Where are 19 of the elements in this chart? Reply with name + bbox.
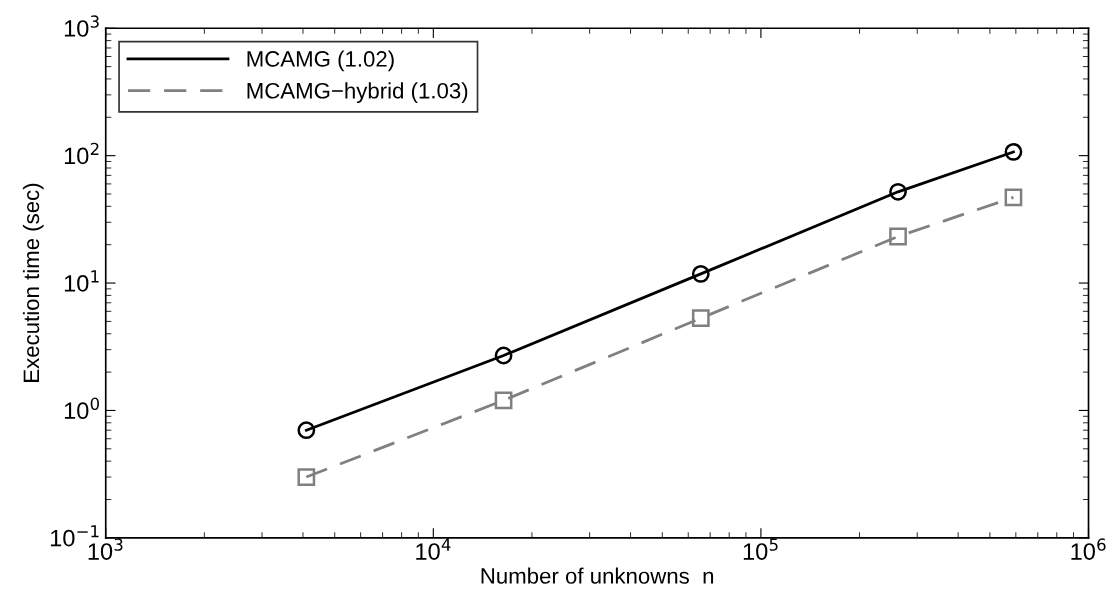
x-tick-label: 10$^{4}$	[416, 538, 451, 560]
y-tick-label: 10$^{2}$	[64, 142, 99, 165]
point	[691, 265, 710, 283]
y-tick-label: 10$^{0}$	[64, 397, 99, 420]
y-tick-label: 10$^{3}$	[64, 15, 99, 37]
point	[494, 346, 513, 365]
x-tick-label: 10$^{5}$	[743, 538, 778, 560]
point	[297, 421, 316, 440]
y-tick-label: 10$^{1}$	[64, 270, 99, 292]
x-tick-label: 10$^{6}$	[1071, 538, 1106, 560]
point	[691, 309, 710, 328]
point	[889, 182, 907, 201]
y-axis-title: Execution time (sec)	[22, 183, 44, 382]
point	[889, 227, 907, 246]
x-axis-title: Number of unknowns n	[481, 567, 714, 584]
legend-label: MCAMG−hybrid (1.03)	[247, 82, 468, 104]
legend-label: MCAMG (1.02)	[247, 50, 394, 72]
point	[297, 468, 316, 486]
point	[494, 391, 513, 410]
